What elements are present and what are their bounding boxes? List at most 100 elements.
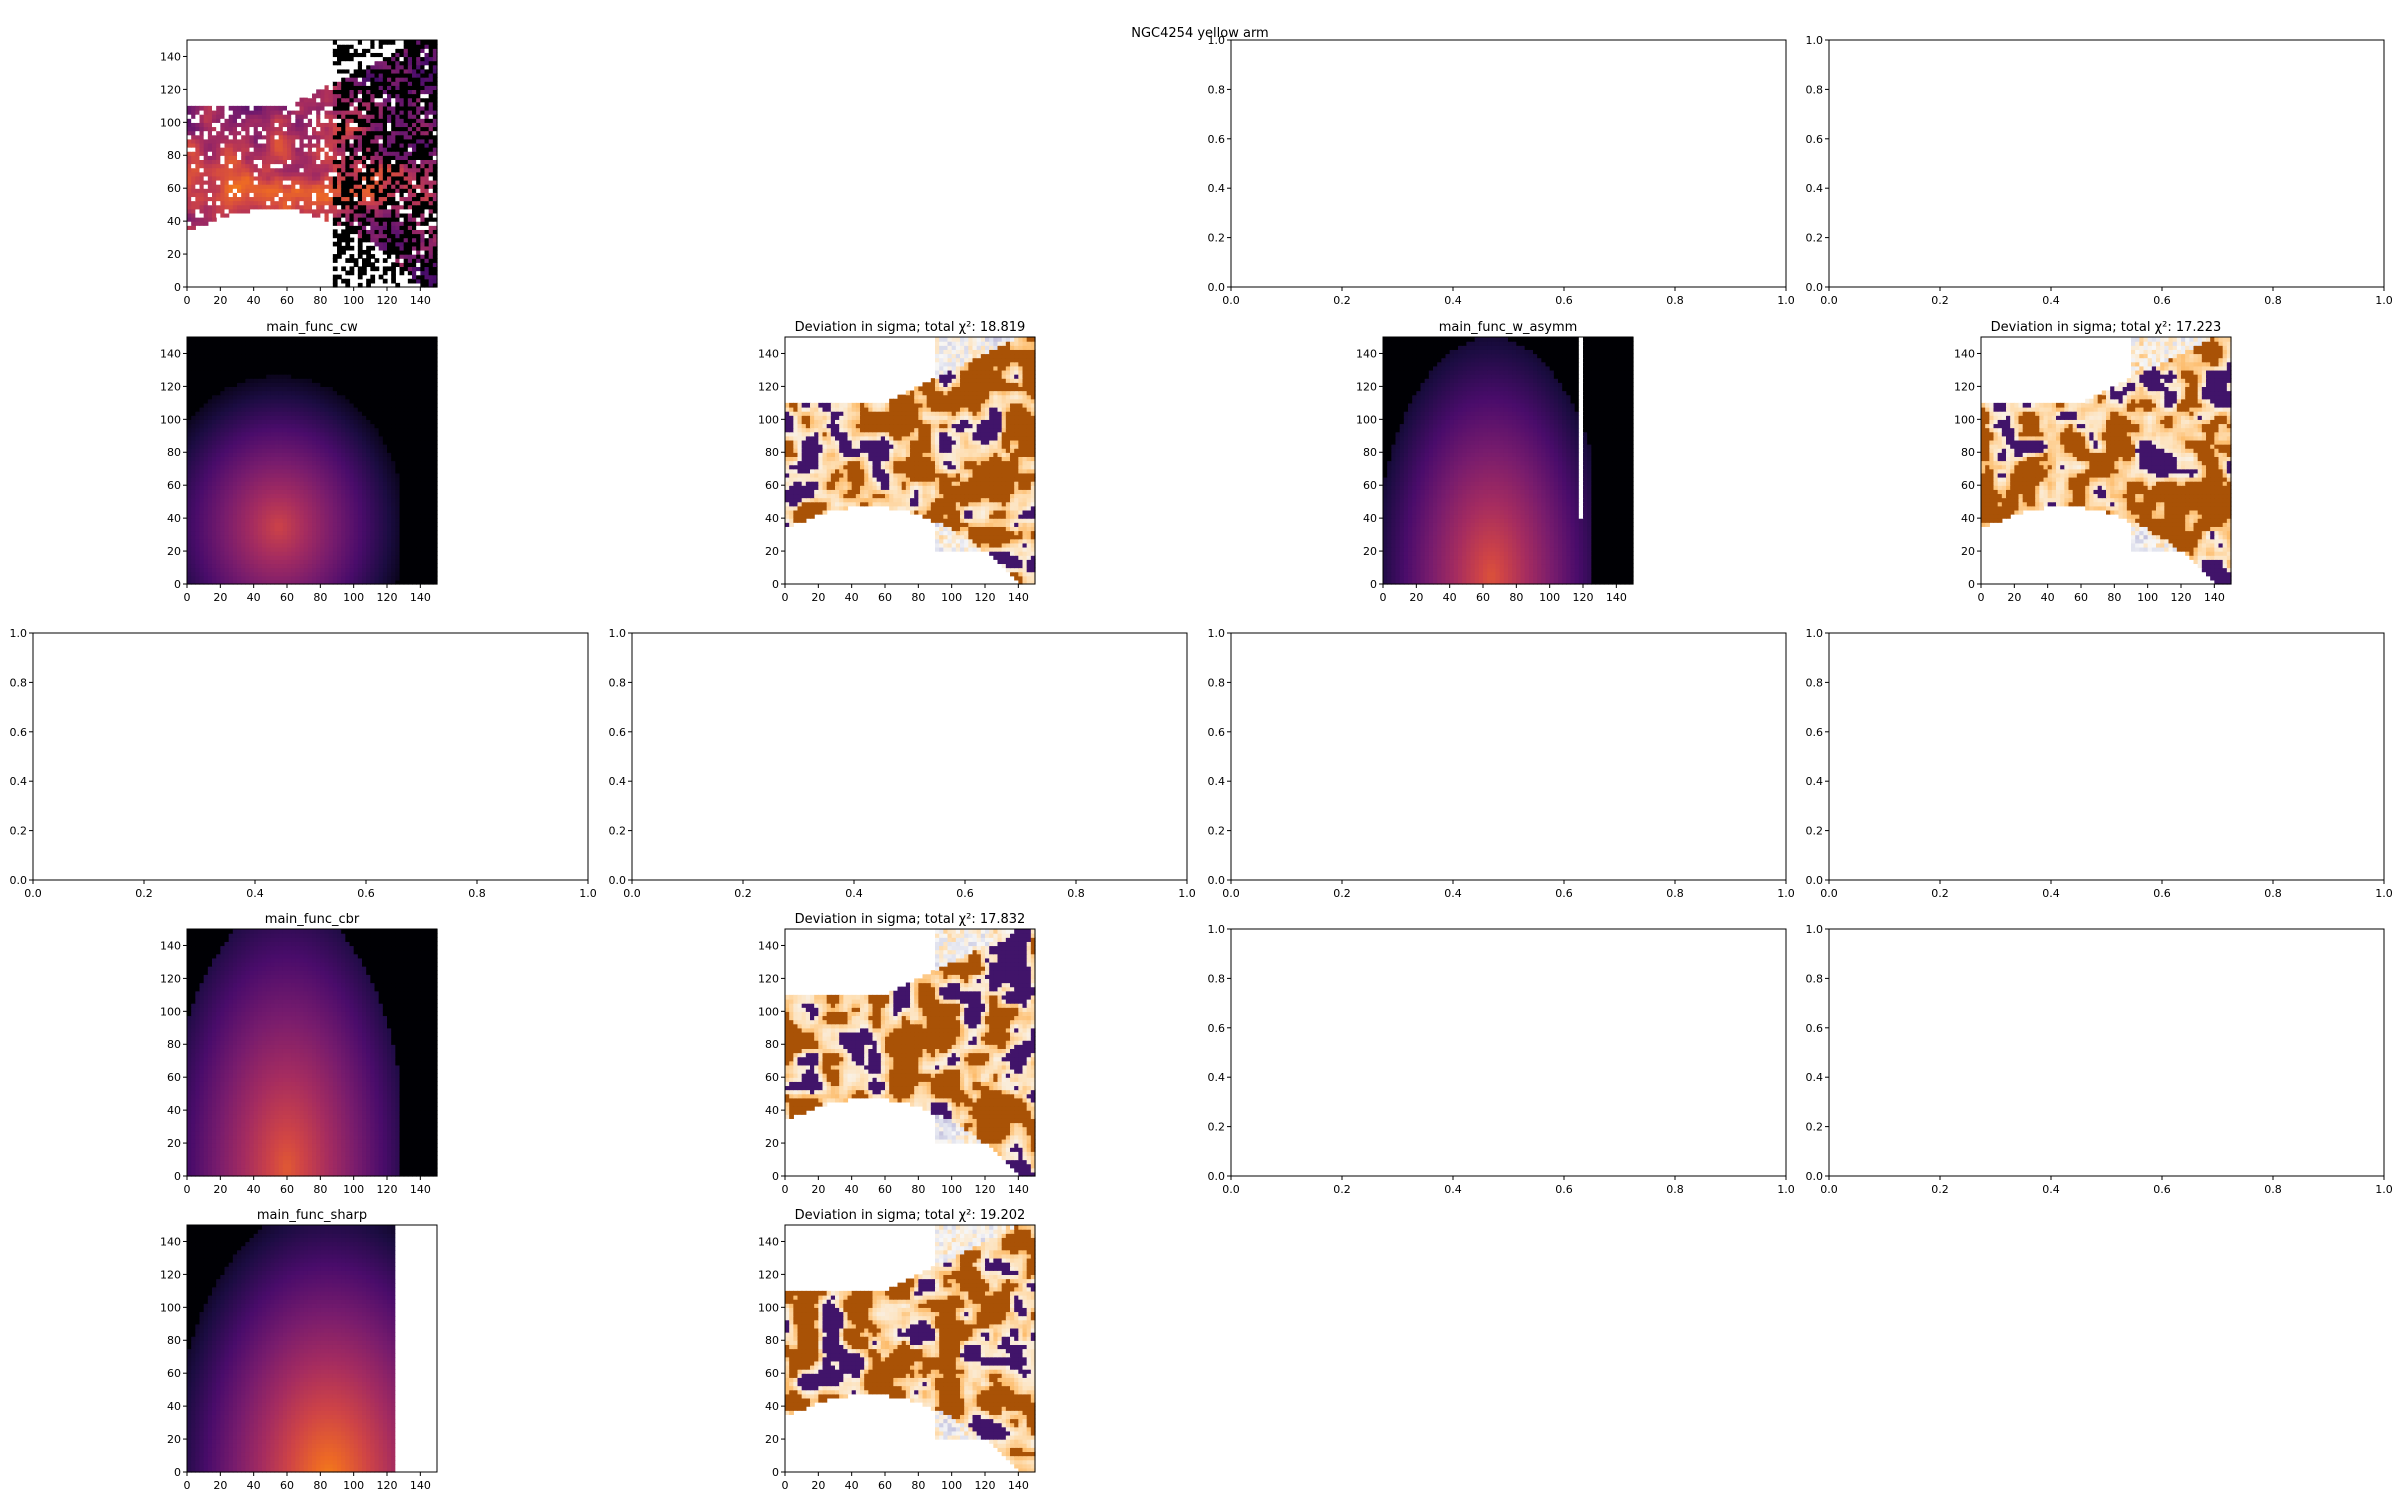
axes-r4c0: 0 20 40 60 80 100 120 140020406080100120140main… — [160, 1208, 438, 1492]
y-tick-label: 60 — [1961, 479, 1975, 492]
x-tick-label: 0.4 — [1444, 294, 1462, 307]
x-tick-label: 0.6 — [1555, 294, 1573, 307]
y-tick-label: 40 — [167, 215, 181, 228]
x-tick-label: 0 — [184, 1479, 191, 1492]
axes-r1c2: 0 20 40 60 80 100 120 140020406080100120140main… — [1356, 320, 1634, 604]
x-tick-label: 20 — [811, 1479, 825, 1492]
y-tick-label: 40 — [167, 512, 181, 525]
y-tick-label: 40 — [765, 1400, 779, 1413]
y-tick-label: 140 — [160, 50, 181, 63]
heatmap-r1c0 — [187, 337, 438, 585]
y-tick-label: 0.4 — [609, 775, 627, 788]
y-tick-label: 0.0 — [1806, 874, 1824, 887]
x-tick-label: 0 — [184, 591, 191, 604]
y-tick-label: 60 — [765, 479, 779, 492]
y-tick-label: 1.0 — [609, 627, 627, 640]
x-tick-label: 100 — [343, 591, 364, 604]
y-tick-label: 60 — [765, 1367, 779, 1380]
y-tick-label: 0.0 — [1806, 281, 1824, 294]
x-tick-label: 0.8 — [2264, 294, 2282, 307]
x-tick-label: 0.6 — [1555, 887, 1573, 900]
x-tick-label: 40 — [845, 1183, 859, 1196]
x-tick-label: 0.4 — [2042, 887, 2060, 900]
axes-r3c1: 0 20 40 60 80 100 120 140020406080100120140Devi… — [758, 912, 1036, 1196]
y-tick-label: 20 — [167, 1433, 181, 1446]
x-tick-label: 0.4 — [246, 887, 264, 900]
y-tick-label: 0.6 — [1806, 726, 1824, 739]
x-tick-label: 60 — [878, 1479, 892, 1492]
y-tick-label: 0.0 — [1208, 281, 1226, 294]
y-tick-label: 1.0 — [1806, 34, 1824, 47]
heatmap-r1c1 — [785, 337, 1036, 585]
y-tick-label: 80 — [1363, 446, 1377, 459]
axes-frame — [1231, 40, 1786, 287]
x-tick-label: 100 — [941, 1479, 962, 1492]
x-tick-label: 0.2 — [1333, 294, 1351, 307]
axes-r0c2: 0.0 0.2 0.4 0.6 0.8 1.00.00.20.40.60.81.0 — [1208, 34, 1795, 307]
x-tick-label: 0.6 — [357, 887, 375, 900]
y-tick-label: 0.6 — [1208, 726, 1226, 739]
y-tick-label: 20 — [167, 248, 181, 261]
x-tick-label: 0.0 — [1820, 1183, 1838, 1196]
y-tick-label: 0.2 — [1806, 232, 1824, 245]
y-tick-label: 0.6 — [1806, 133, 1824, 146]
y-tick-label: 100 — [160, 116, 181, 129]
y-tick-label: 0.4 — [1806, 1071, 1824, 1084]
y-tick-label: 0.2 — [1806, 1121, 1824, 1134]
x-tick-label: 60 — [280, 294, 294, 307]
axes-frame — [1829, 633, 2384, 880]
x-tick-label: 80 — [313, 591, 327, 604]
axes-frame — [33, 633, 588, 880]
y-tick-label: 80 — [167, 149, 181, 162]
x-tick-label: 80 — [911, 591, 925, 604]
axes-frame — [632, 633, 1187, 880]
x-tick-label: 0.8 — [1666, 1183, 1684, 1196]
axes-frame — [1231, 929, 1786, 1176]
y-tick-label: 100 — [758, 413, 779, 426]
y-tick-label: 100 — [758, 1301, 779, 1314]
y-tick-label: 20 — [167, 545, 181, 558]
y-tick-label: 140 — [1954, 347, 1975, 360]
y-tick-label: 1.0 — [1208, 34, 1226, 47]
x-tick-label: 100 — [343, 294, 364, 307]
y-tick-label: 0.2 — [1208, 825, 1226, 838]
x-tick-label: 40 — [845, 591, 859, 604]
x-tick-label: 80 — [313, 1479, 327, 1492]
x-tick-label: 0.6 — [2153, 1183, 2171, 1196]
x-tick-label: 80 — [1509, 591, 1523, 604]
y-tick-label: 40 — [765, 1104, 779, 1117]
x-tick-label: 0.0 — [1820, 294, 1838, 307]
x-tick-label: 80 — [911, 1479, 925, 1492]
y-tick-label: 60 — [765, 1071, 779, 1084]
x-tick-label: 0.2 — [734, 887, 752, 900]
heatmap-r3c1 — [785, 929, 1036, 1177]
y-tick-label: 0.0 — [1208, 874, 1226, 887]
x-tick-label: 120 — [377, 294, 398, 307]
axes-frame — [1829, 40, 2384, 287]
axes-r2c3: 0.0 0.2 0.4 0.6 0.8 1.00.00.20.40.60.81.0 — [1806, 627, 2393, 900]
y-tick-label: 60 — [167, 1367, 181, 1380]
x-tick-label: 1.0 — [579, 887, 597, 900]
x-tick-label: 20 — [213, 1479, 227, 1492]
x-tick-label: 0.0 — [1222, 1183, 1240, 1196]
x-tick-label: 140 — [410, 1183, 431, 1196]
x-tick-label: 60 — [878, 1183, 892, 1196]
y-tick-label: 120 — [160, 380, 181, 393]
y-tick-label: 40 — [1961, 512, 1975, 525]
x-tick-label: 20 — [811, 1183, 825, 1196]
x-tick-label: 60 — [878, 591, 892, 604]
x-tick-label: 140 — [1606, 591, 1627, 604]
y-tick-label: 0.6 — [10, 726, 28, 739]
y-tick-label: 0.2 — [1208, 232, 1226, 245]
x-tick-label: 40 — [845, 1479, 859, 1492]
axes-r1c3: 0 20 40 60 80 100 120 140020406080100120140Devi… — [1954, 320, 2232, 604]
y-tick-label: 140 — [1356, 347, 1377, 360]
x-tick-label: 0.8 — [2264, 1183, 2282, 1196]
y-tick-label: 1.0 — [1208, 923, 1226, 936]
x-tick-label: 0 — [1978, 591, 1985, 604]
heatmap-r3c0 — [187, 929, 438, 1177]
y-tick-label: 100 — [160, 413, 181, 426]
x-tick-label: 40 — [1443, 591, 1457, 604]
y-tick-label: 20 — [765, 545, 779, 558]
